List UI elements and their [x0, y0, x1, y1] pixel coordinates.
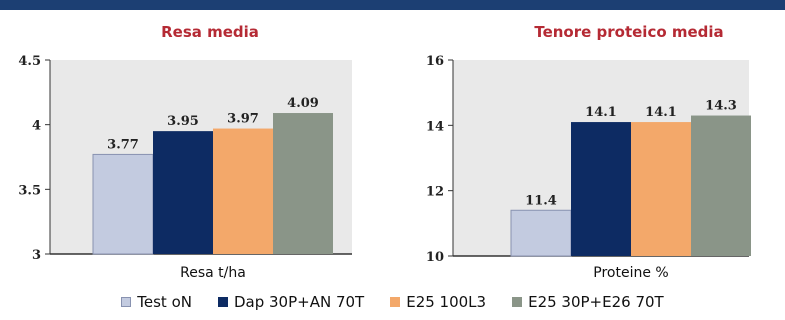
y-tick-label: 3 — [32, 248, 41, 263]
y-tick-label: 16 — [426, 54, 444, 69]
y-tick-label: 10 — [426, 250, 444, 265]
data-label: 14.1 — [585, 105, 617, 120]
legend-item-e25-30p-e26: E25 30P+E26 70T — [512, 293, 664, 311]
y-tick-label: 14 — [426, 119, 444, 134]
data-label: 3.97 — [227, 112, 259, 127]
legend-swatch-e25-30p-e26 — [512, 297, 523, 307]
y-tick-label: 4.5 — [18, 54, 41, 69]
data-label: 3.77 — [107, 137, 139, 152]
bar-4 — [273, 113, 333, 254]
chart-title: Resa media — [161, 23, 259, 41]
data-label: 11.4 — [525, 193, 557, 208]
y-tick-label: 4 — [32, 119, 41, 134]
legend-item-dap: Dap 30P+AN 70T — [217, 293, 365, 311]
legend-label: E25 100L3 — [406, 293, 487, 311]
data-label: 14.1 — [645, 105, 677, 120]
legend-swatch-test-on — [121, 297, 132, 307]
bar-2 — [153, 131, 213, 254]
legend-item-e25-100l3: E25 100L3 — [390, 293, 486, 311]
legend-swatch-e25-100l3 — [390, 297, 401, 307]
bar-1 — [510, 209, 572, 257]
data-label: 4.09 — [287, 96, 319, 111]
bar-4 — [691, 115, 751, 257]
x-axis-label: Proteine % — [593, 265, 668, 281]
legend-label: Dap 30P+AN 70T — [233, 293, 365, 311]
header-bar — [0, 0, 785, 10]
data-label: 14.3 — [705, 99, 737, 114]
legend-label: E25 30P+E26 70T — [528, 293, 664, 311]
data-label: 3.95 — [167, 114, 199, 129]
bar-3 — [213, 128, 273, 254]
chart-resa-media: Resa media 3 3.5 4 4.5 3.77 3.95 3.97 4.09 Resa t… — [18, 23, 352, 281]
legend-item-test-on: Test oN — [121, 293, 192, 311]
legend-swatch-dap — [217, 297, 228, 307]
chart-legend: Test oN Dap 30P+AN 70T E25 100L3 E25 30P… — [0, 287, 785, 317]
x-axis-label: Resa t/ha — [180, 265, 246, 281]
bar-2 — [571, 122, 631, 256]
y-tick-label: 12 — [426, 185, 444, 200]
chart-title: Tenore proteico media — [534, 23, 723, 41]
legend-label: Test oN — [137, 293, 192, 311]
y-tick-label: 3.5 — [18, 183, 41, 198]
bar-1 — [92, 153, 154, 255]
bar-3 — [631, 122, 691, 256]
chart-tenore-proteico-media: Tenore proteico media 10 12 14 16 11.4 14.1 14.… — [426, 23, 751, 281]
